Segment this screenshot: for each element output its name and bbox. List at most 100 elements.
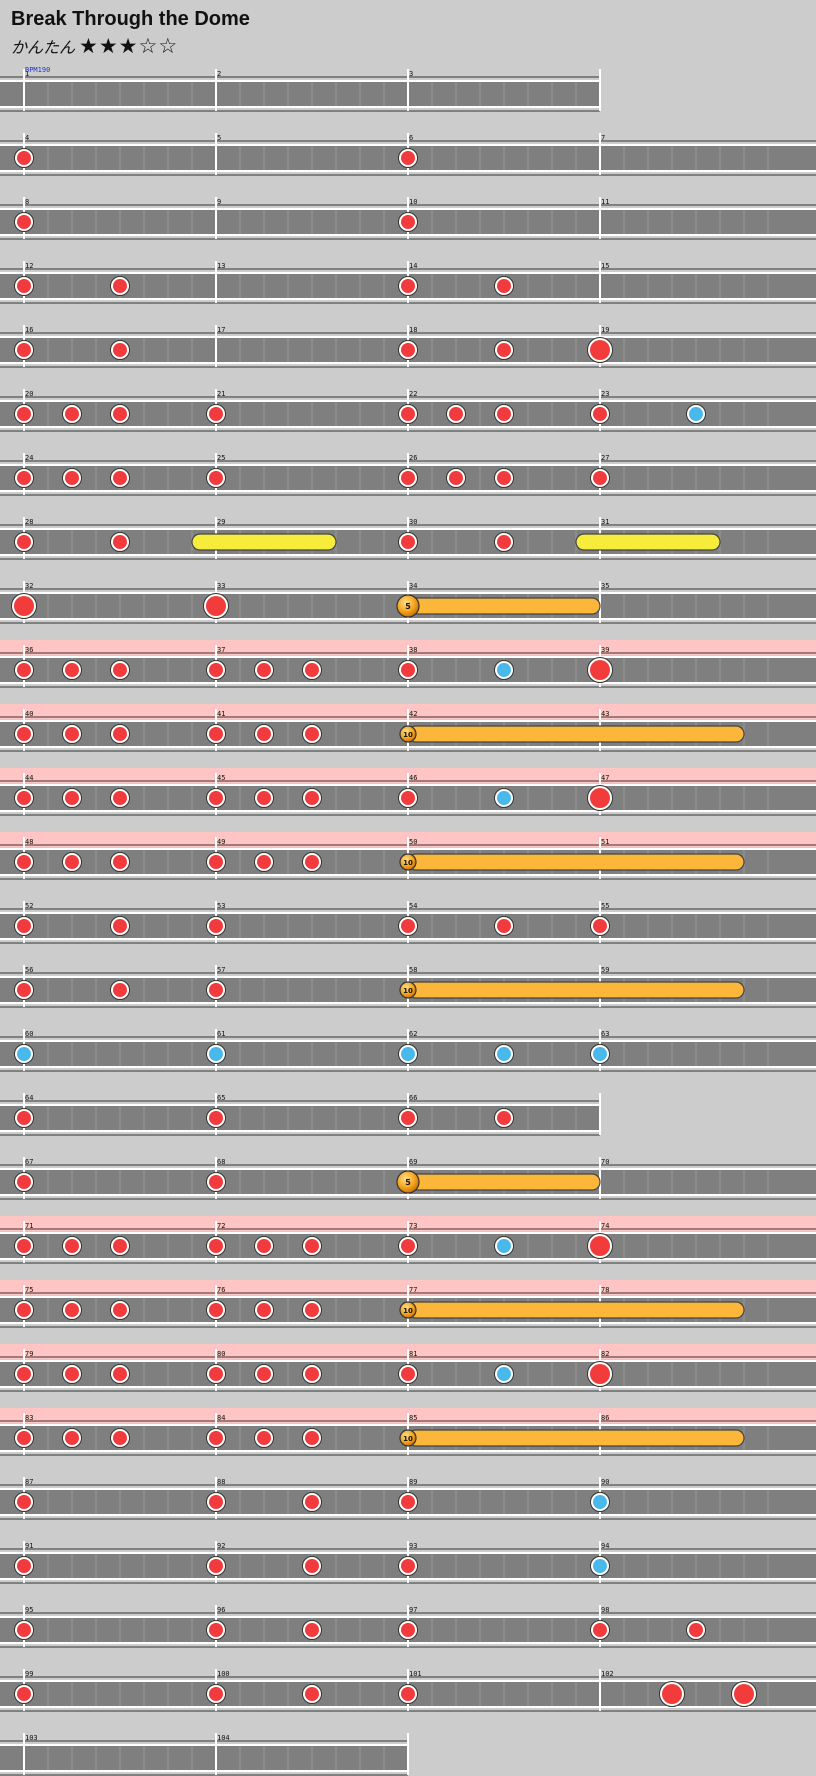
measure-number: 47	[601, 774, 609, 782]
big-don-note	[590, 1364, 610, 1384]
don-note	[209, 1495, 223, 1509]
song-header: Break Through the Dome かんたん ★★★☆☆	[11, 6, 250, 60]
don-note	[593, 1623, 607, 1637]
balloon-head	[396, 1170, 420, 1194]
chart-row: 28 29 30 31	[0, 517, 816, 560]
don-note	[17, 1687, 31, 1701]
chart-row: 67 68 69 70 5	[0, 1157, 816, 1200]
balloon-note	[407, 981, 745, 999]
measure-number: 94	[601, 1542, 609, 1550]
don-note	[17, 1367, 31, 1381]
don-note	[209, 1687, 223, 1701]
chart-row: 103 104	[0, 1733, 409, 1776]
measure-number: 42	[409, 710, 417, 718]
don-note	[257, 1367, 271, 1381]
measure-number: 55	[601, 902, 609, 910]
measure-number: 49	[217, 838, 225, 846]
measure-number: 7	[601, 134, 605, 142]
don-note	[65, 1239, 79, 1253]
don-note	[17, 471, 31, 485]
don-note	[17, 1431, 31, 1445]
measure-number: 73	[409, 1222, 417, 1230]
don-note	[113, 1239, 127, 1253]
measure-number: 21	[217, 390, 225, 398]
big-don-note	[590, 340, 610, 360]
don-note	[305, 727, 319, 741]
measure-number: 86	[601, 1414, 609, 1422]
don-note	[497, 343, 511, 357]
big-don-note	[662, 1684, 682, 1704]
measure-number: 79	[25, 1350, 33, 1358]
don-note	[65, 727, 79, 741]
chart-row: 71 72 73 74	[0, 1216, 816, 1264]
don-note	[497, 535, 511, 549]
don-note	[209, 1559, 223, 1573]
don-note	[17, 151, 31, 165]
don-note	[401, 1687, 415, 1701]
don-note	[65, 471, 79, 485]
don-note	[113, 919, 127, 933]
balloon-count: 10	[403, 731, 413, 739]
don-note	[113, 791, 127, 805]
measure-number: 85	[409, 1414, 417, 1422]
measure-number: 57	[217, 966, 225, 974]
don-note	[17, 1495, 31, 1509]
don-note	[65, 1431, 79, 1445]
don-note	[65, 791, 79, 805]
measure-number: 27	[601, 454, 609, 462]
ka-note	[497, 1239, 511, 1253]
drumroll-note	[575, 533, 721, 551]
don-note	[593, 471, 607, 485]
measure-number: 28	[25, 518, 33, 526]
measure-number: 12	[25, 262, 33, 270]
measure-number: 97	[409, 1606, 417, 1614]
don-note	[305, 1559, 319, 1573]
measure-number: 9	[217, 198, 221, 206]
measure-number: 30	[409, 518, 417, 526]
don-note	[17, 1559, 31, 1573]
measure-number: 84	[217, 1414, 225, 1422]
measure-number: 104	[217, 1734, 230, 1742]
chart-row: 56 57 58 59 10	[0, 965, 816, 1008]
chart-row: 99 100 101 102	[0, 1669, 816, 1712]
don-note	[17, 1175, 31, 1189]
chart-row: 48 49 50 51 10	[0, 832, 816, 880]
chart-row: 64 65 66	[0, 1093, 601, 1136]
chart-row: 32 33 34 35 5	[0, 581, 816, 624]
chart-row: 60 61 62 63	[0, 1029, 816, 1072]
don-note	[497, 407, 511, 421]
don-note	[449, 471, 463, 485]
measure-number: 44	[25, 774, 33, 782]
chart-row: 91 92 93 94	[0, 1541, 816, 1584]
don-note	[209, 1367, 223, 1381]
don-note	[257, 727, 271, 741]
don-note	[17, 1303, 31, 1317]
don-note	[113, 727, 127, 741]
don-note	[257, 791, 271, 805]
chart-row: 40 41 42 43 10	[0, 704, 816, 752]
don-note	[17, 1239, 31, 1253]
chart-row: 36 37 38 39	[0, 640, 816, 688]
measure-number: 92	[217, 1542, 225, 1550]
measure-number: 60	[25, 1030, 33, 1038]
measure-number: 46	[409, 774, 417, 782]
lane	[0, 1745, 408, 1771]
balloon-count: 10	[403, 987, 413, 995]
big-don-note	[206, 596, 226, 616]
measure-number: 78	[601, 1286, 609, 1294]
don-note	[209, 663, 223, 677]
measure-number: 14	[409, 262, 417, 270]
measure-number: 37	[217, 646, 225, 654]
don-note	[401, 1111, 415, 1125]
don-note	[209, 1239, 223, 1253]
measure-number: 40	[25, 710, 33, 718]
don-note	[497, 471, 511, 485]
measure-number: 35	[601, 582, 609, 590]
chart-row: 16 17 18 19	[0, 325, 816, 368]
don-note	[401, 791, 415, 805]
measure-number: 77	[409, 1286, 417, 1294]
don-note	[209, 855, 223, 869]
ka-note	[593, 1047, 607, 1061]
measure-number: 8	[25, 198, 29, 206]
don-note	[593, 919, 607, 933]
